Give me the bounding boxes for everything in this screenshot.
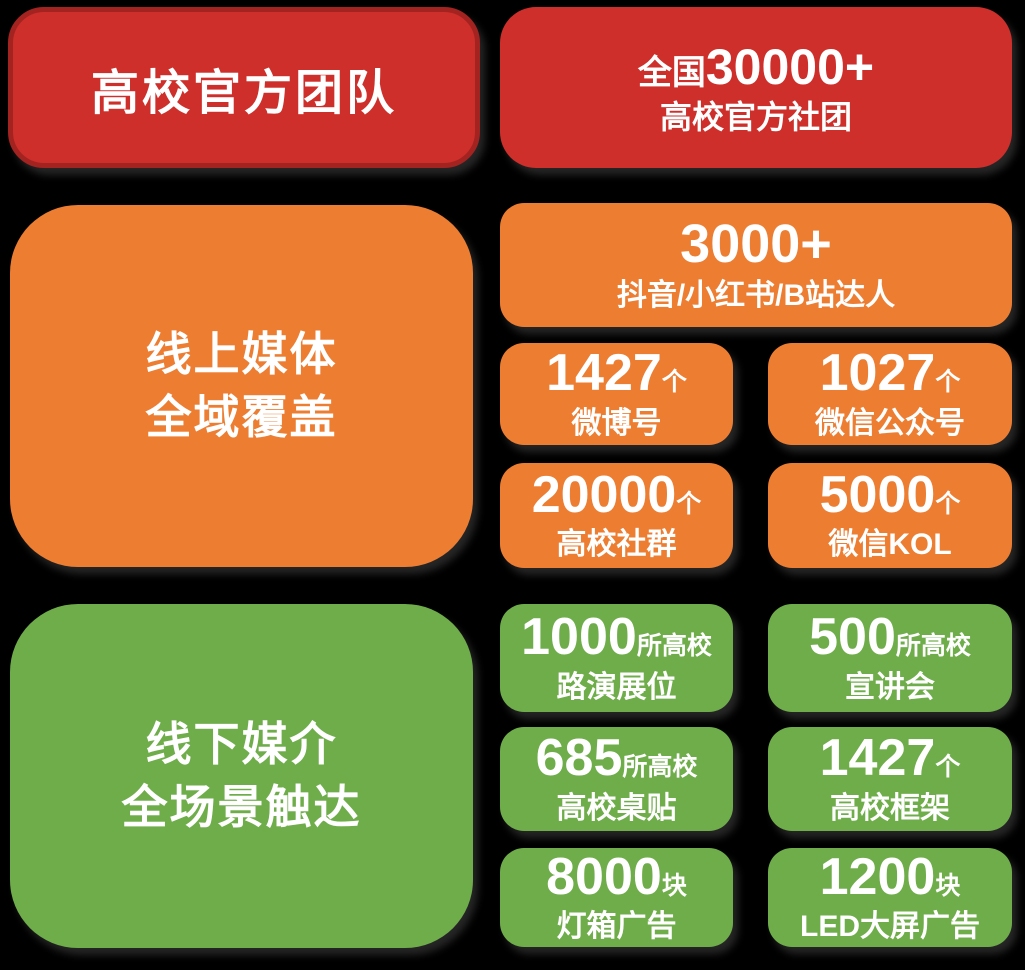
stat-number-line: 1000所高校 [521,610,712,665]
stat-number-line: 685所高校 [536,731,698,786]
stat-card-led-screen-ads: 1200块 LED大屏广告 [768,848,1012,947]
header-left-title: 高校官方团队 [90,66,397,120]
online-section-title: 线上媒体 全域覆盖 [146,323,338,450]
stat-number-line: 1027个 [820,346,961,401]
offline-section-title-card: 线下媒介 全场景触达 [10,604,473,948]
stat-card-info-sessions: 500所高校 宣讲会 [768,604,1012,712]
stat-number: 8000 [546,847,662,906]
stat-number: 500 [809,608,896,667]
offline-section-title: 线下媒介 全场景触达 [122,713,362,840]
stat-card-douyin-xiaohongshu-bilibili: 3000+ 抖音/小红书/B站达人 [500,203,1012,327]
header-right-card: 全国30000+ 高校官方社团 [500,7,1012,168]
stat-suffix: 个 [661,368,687,397]
stat-label: 微信公众号 [815,406,965,440]
header-right-prefix: 全国 [637,53,706,92]
stat-suffix: 个 [935,753,961,782]
stat-label: 高校社群 [556,528,677,562]
stat-card-wechat-kol: 5000个 微信KOL [768,463,1012,568]
stat-number: 5000 [819,465,936,524]
online-title-line1: 线上媒体 [145,327,338,380]
stat-number: 1027 [819,344,936,403]
header-right-number: 30000+ [705,38,875,95]
header-left-card: 高校官方团队 [8,7,480,168]
offline-title-line1: 线下媒介 [145,717,338,770]
stat-number: 685 [535,729,623,788]
stat-number-line: 1200块 [819,847,961,906]
stat-suffix: 所高校 [895,632,971,661]
stat-suffix: 所高校 [622,753,698,782]
stat-label: 灯箱广告 [556,910,677,944]
stat-number: 3000+ [680,214,832,275]
stat-number: 1000 [521,608,637,667]
stat-suffix: 个 [935,368,961,397]
stat-card-campus-groups: 20000个 高校社群 [500,463,733,568]
header-right-number-line: 全国30000+ [638,39,874,97]
stat-label: 路演展位 [556,670,677,704]
stat-label: 高校桌贴 [556,791,677,825]
stat-number-line: 8000块 [546,847,687,906]
stat-card-desk-stickers: 685所高校 高校桌贴 [500,727,733,831]
stat-number-line: 500所高校 [809,610,971,665]
stat-number-line: 1427个 [820,731,961,786]
stat-label: 高校框架 [830,791,950,825]
stat-card-lightbox-ads: 8000块 灯箱广告 [500,848,733,947]
stat-number-line: 5000个 [819,465,961,524]
stat-card-weibo: 1427个 微博号 [500,343,733,445]
online-section-title-card: 线上媒体 全域覆盖 [10,205,473,567]
stat-label: LED大屏广告 [800,910,980,944]
stat-number: 1427 [546,344,662,403]
stat-number: 1200 [819,847,936,906]
stat-card-wechat-official: 1027个 微信公众号 [768,343,1012,445]
stat-number: 20000 [531,465,677,524]
stat-number: 1427 [819,729,936,788]
stat-suffix: 块 [661,871,687,900]
stat-card-roadshow-booths: 1000所高校 路演展位 [500,604,733,712]
stat-label: 宣讲会 [845,670,935,704]
stat-card-campus-frames: 1427个 高校框架 [768,727,1012,831]
stat-number-line: 20000个 [531,465,702,524]
stat-number-line: 1427个 [546,346,687,401]
stat-suffix: 所高校 [636,632,712,661]
offline-title-line2: 全场景触达 [121,781,362,833]
stat-suffix: 个 [935,489,961,518]
stat-label: 抖音/小红书/B站达人 [616,278,896,312]
online-title-line2: 全域覆盖 [145,391,338,443]
header-right-label: 高校官方社团 [659,99,852,136]
stat-label: 微博号 [571,406,662,440]
stat-suffix: 块 [935,871,961,900]
stat-suffix: 个 [676,489,702,518]
stat-label: 微信KOL [828,528,952,562]
